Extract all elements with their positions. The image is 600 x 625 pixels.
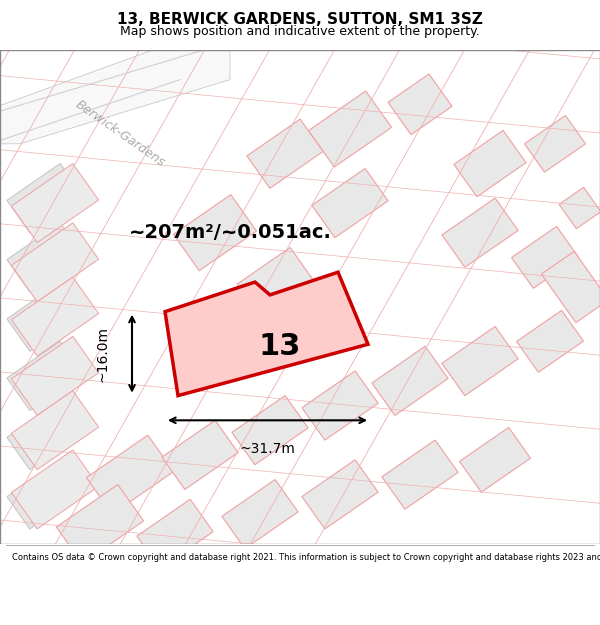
Text: Berwick-Gardens: Berwick-Gardens [73, 98, 167, 170]
Polygon shape [442, 326, 518, 396]
Text: ~207m²/~0.051ac.: ~207m²/~0.051ac. [128, 223, 331, 242]
Polygon shape [7, 460, 83, 529]
Polygon shape [442, 198, 518, 268]
Text: Map shows position and indicative extent of the property.: Map shows position and indicative extent… [120, 24, 480, 38]
Text: ~31.7m: ~31.7m [239, 442, 295, 456]
Polygon shape [7, 222, 83, 292]
Polygon shape [541, 251, 600, 322]
Polygon shape [137, 499, 213, 569]
Polygon shape [7, 401, 83, 470]
Polygon shape [524, 116, 586, 172]
Text: 13, BERWICK GARDENS, SUTTON, SM1 3SZ: 13, BERWICK GARDENS, SUTTON, SM1 3SZ [117, 12, 483, 28]
Text: Contains OS data © Crown copyright and database right 2021. This information is : Contains OS data © Crown copyright and d… [12, 554, 600, 562]
Polygon shape [56, 484, 143, 564]
Polygon shape [11, 450, 98, 529]
Polygon shape [247, 119, 323, 188]
Polygon shape [162, 420, 238, 489]
Polygon shape [302, 460, 378, 529]
Polygon shape [559, 188, 600, 229]
Polygon shape [460, 428, 530, 492]
Polygon shape [237, 248, 313, 317]
Polygon shape [512, 226, 578, 288]
Text: 13: 13 [259, 332, 301, 361]
Polygon shape [308, 91, 392, 167]
Polygon shape [388, 74, 452, 134]
Polygon shape [454, 131, 526, 197]
Polygon shape [11, 336, 98, 416]
Polygon shape [173, 194, 257, 271]
Polygon shape [0, 40, 230, 144]
Polygon shape [165, 272, 368, 396]
Polygon shape [382, 440, 458, 509]
Polygon shape [11, 277, 98, 356]
Polygon shape [11, 223, 98, 302]
Polygon shape [7, 282, 83, 351]
Polygon shape [11, 164, 98, 242]
Polygon shape [86, 435, 173, 514]
Polygon shape [7, 341, 83, 411]
Polygon shape [11, 391, 98, 469]
Polygon shape [517, 311, 583, 372]
Polygon shape [312, 169, 388, 238]
Polygon shape [7, 164, 83, 232]
Polygon shape [222, 479, 298, 549]
Polygon shape [372, 346, 448, 416]
Polygon shape [232, 396, 308, 465]
Text: ~16.0m: ~16.0m [96, 326, 110, 382]
Polygon shape [302, 371, 378, 440]
